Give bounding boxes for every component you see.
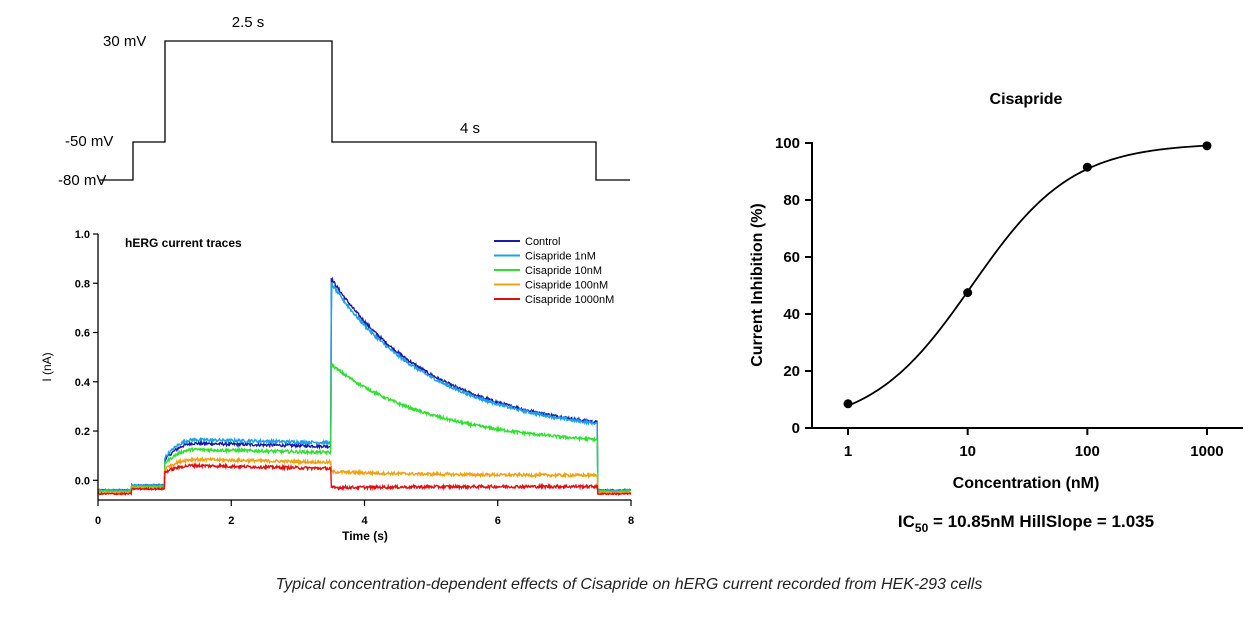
- data-point: [963, 288, 973, 298]
- trace-cisapride-1nm: [97, 282, 632, 493]
- trace-cisapride-100nm: [97, 456, 632, 495]
- ic50-prefix: IC: [898, 512, 915, 531]
- trace-cisapride-10nm: [97, 362, 632, 494]
- trace-lines: [97, 276, 632, 497]
- right-y-label: Current Inhibition (%): [749, 203, 766, 367]
- left-x-tick-label: 6: [495, 515, 501, 527]
- right-x-label: Concentration (nM): [953, 475, 1100, 492]
- left-x-label: Time (s): [342, 529, 388, 543]
- right-y-tick-label: 20: [783, 363, 800, 380]
- ic50-value: = 10.85nM HillSlope = 1.035: [928, 512, 1154, 531]
- right-y-tick-label: 40: [783, 306, 800, 323]
- left-x-tick-label: 2: [228, 515, 234, 527]
- left-y-tick-label: 0.0: [75, 475, 90, 487]
- legend-entry: Cisapride 1nM: [525, 251, 596, 263]
- legend-entry: Cisapride 1000nM: [525, 294, 614, 306]
- voltage-protocol: 30 mV -50 mV -80 mV 2.5 s 4 s: [58, 14, 630, 189]
- trace-control: [97, 276, 632, 493]
- right-y-tick-label: 0: [792, 420, 800, 437]
- legend-entry: Cisapride 100nM: [525, 280, 608, 292]
- right-x-ticks: 1 10 100 1000: [844, 428, 1224, 460]
- trace-cisapride-1000nm: [97, 461, 632, 497]
- left-y-tick-label: 0.2: [75, 426, 90, 438]
- data-point: [1202, 141, 1212, 151]
- data-point: [1082, 162, 1092, 172]
- fit-curve: [847, 144, 1208, 407]
- right-x-tick-label: 100: [1075, 443, 1100, 460]
- legend-entry: Cisapride 10nM: [525, 265, 602, 277]
- ic50-subscript: 50: [915, 521, 929, 535]
- protocol-level-m80: -80 mV: [58, 172, 106, 189]
- left-y-tick-label: 0.4: [75, 377, 91, 389]
- left-y-tick-label: 0.8: [75, 278, 90, 290]
- right-y-tick-label: 80: [783, 192, 800, 209]
- protocol-tail-duration: 4 s: [460, 120, 480, 137]
- left-x-tick-label: 0: [95, 515, 101, 527]
- data-point: [843, 399, 853, 409]
- ic50-annotation: IC50 = 10.85nM HillSlope = 1.035: [898, 512, 1154, 535]
- protocol-pulse-duration: 2.5 s: [232, 14, 265, 31]
- data-points: [843, 141, 1212, 409]
- protocol-level-30: 30 mV: [103, 33, 146, 50]
- right-y-tick-label: 60: [783, 249, 800, 266]
- right-x-tick-label: 1000: [1190, 443, 1223, 460]
- legend: Control Cisapride 1nM Cisapride 10nM Cisapr…: [494, 236, 614, 306]
- right-x-tick-label: 10: [959, 443, 976, 460]
- left-chart-title: hERG current traces: [125, 236, 242, 250]
- figure-caption: Typical concentration-dependent effects …: [275, 576, 983, 593]
- left-x-ticks: 0 2 4 6 8: [95, 500, 634, 527]
- legend-entry: Control: [525, 236, 560, 248]
- left-y-ticks: 0.0 0.2 0.4 0.6 0.8 1.0: [75, 229, 98, 487]
- left-x-tick-label: 8: [628, 515, 634, 527]
- protocol-level-m50: -50 mV: [65, 133, 113, 150]
- left-y-label: I (nA): [40, 352, 54, 381]
- dose-response-chart: 0 20 40 60 80 100 1 10 100 1000 Cisapride Concen…: [749, 91, 1243, 535]
- right-y-tick-label: 100: [775, 135, 800, 152]
- right-chart-title: Cisapride: [990, 91, 1063, 108]
- left-y-tick-label: 1.0: [75, 229, 90, 241]
- right-x-tick-label: 1: [844, 443, 852, 460]
- left-y-tick-label: 0.6: [75, 328, 90, 340]
- left-x-tick-label: 4: [361, 515, 368, 527]
- right-y-ticks: 0 20 40 60 80 100: [775, 135, 812, 437]
- herg-traces-chart: 0.0 0.2 0.4 0.6 0.8 1.0 0 2 4 6 8 hERG current tr…: [40, 229, 634, 543]
- protocol-waveform: [100, 40, 630, 181]
